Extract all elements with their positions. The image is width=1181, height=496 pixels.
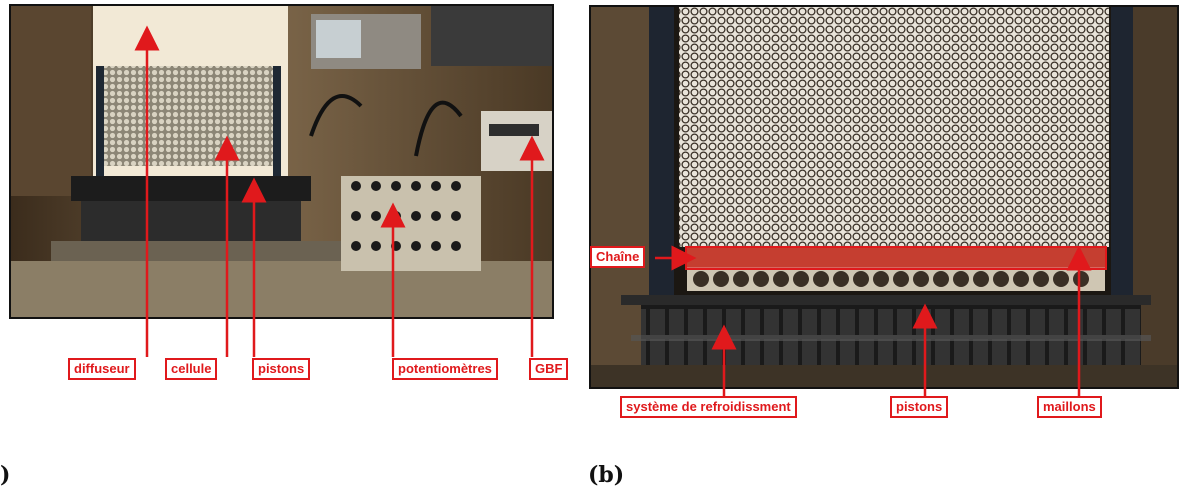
- caption-a: ): [0, 462, 11, 488]
- label-diffuseur: diffuseur: [68, 358, 136, 380]
- label-cellule: cellule: [165, 358, 218, 380]
- photo-chain-closeup: [589, 5, 1179, 389]
- label-chaine: Chaîne: [590, 246, 646, 268]
- photo-a-drawing: [11, 6, 552, 317]
- label-potentiometres: potentiomètres: [392, 358, 498, 380]
- photo-experimental-setup: [9, 4, 554, 319]
- label-refroidissement: système de refroidissment: [620, 396, 797, 418]
- photo-b-drawing: [591, 7, 1177, 387]
- caption-b: (b): [588, 462, 625, 488]
- label-gbf: GBF: [529, 358, 569, 380]
- label-pistons-b: pistons: [890, 396, 949, 418]
- label-maillons: maillons: [1037, 396, 1102, 418]
- chain-highlight-box: [685, 246, 1107, 270]
- label-pistons-a: pistons: [252, 358, 311, 380]
